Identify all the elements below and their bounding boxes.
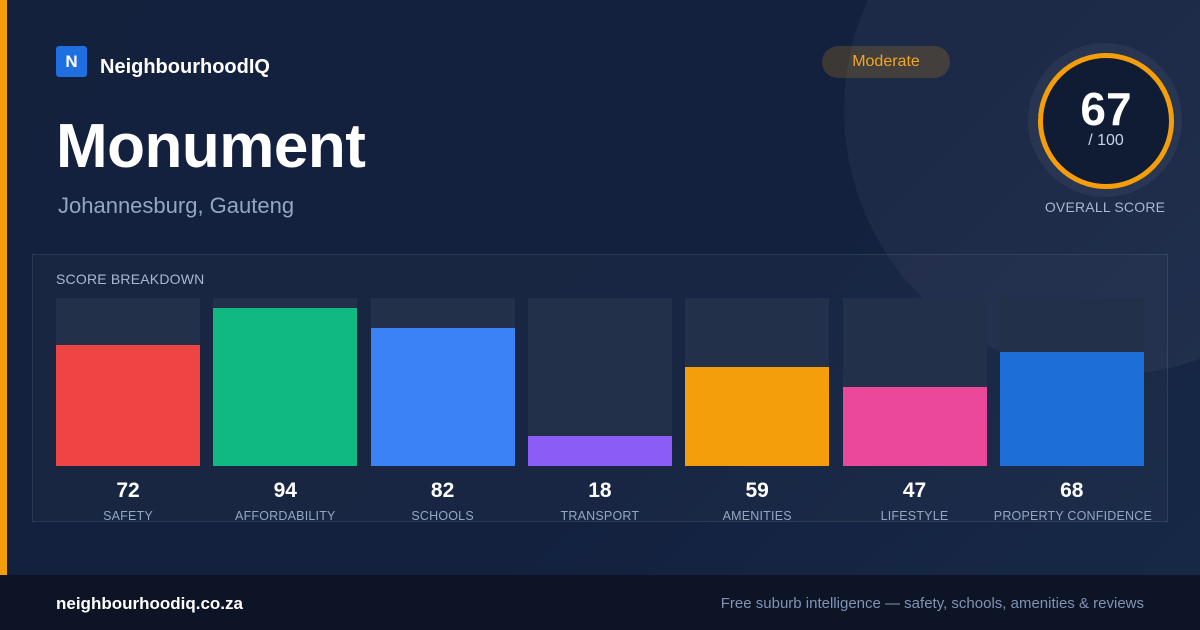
- score-bar-track: [56, 298, 200, 466]
- score-bar-track: [842, 298, 987, 466]
- score-bar-track: [370, 298, 515, 466]
- score-bar-label: LIFESTYLE: [880, 509, 949, 523]
- brand-name: NeighbourhoodIQ: [100, 56, 270, 78]
- overall-score-max: / 100: [1088, 132, 1124, 149]
- score-bar-track: [527, 298, 672, 466]
- score-bar-label: AFFORDABILITY: [235, 509, 336, 523]
- footer-tagline: Free suburb intelligence — safety, schoo…: [720, 595, 1144, 612]
- footer: neighbourhoodiq.co.za Free suburb intell…: [0, 575, 1200, 630]
- logo-icon: N: [56, 46, 87, 77]
- score-bar-track: [685, 298, 830, 466]
- score-bar-fill: [56, 345, 200, 466]
- score-bar-fill: [842, 387, 987, 466]
- score-bar-label: PROPERTY CONFIDENCE: [993, 509, 1153, 523]
- score-bar-label: AMENITIES: [722, 509, 792, 523]
- rating-badge: Moderate: [822, 46, 950, 78]
- score-bar-value: 47: [902, 479, 927, 502]
- accent-bar: [0, 0, 7, 575]
- suburb-location: Johannesburg, Gauteng: [58, 193, 295, 218]
- overall-score-label: OVERALL SCORE: [1044, 199, 1166, 215]
- score-bar-fill: [370, 328, 515, 466]
- score-bar-value: 72: [116, 479, 140, 502]
- footer-url[interactable]: neighbourhoodiq.co.za: [56, 594, 243, 613]
- suburb-title: Monument: [56, 112, 366, 181]
- score-bar-value: 59: [745, 479, 769, 502]
- score-bar-track: [213, 298, 358, 466]
- score-bar-track: [999, 298, 1144, 466]
- score-bar-value: 94: [273, 479, 297, 502]
- score-bar-label: SCHOOLS: [411, 509, 474, 523]
- share-card: N NeighbourhoodIQ Monument Johannesburg,…: [0, 0, 1200, 575]
- score-bar-fill: [213, 308, 358, 466]
- score-bar-label: TRANSPORT: [560, 509, 640, 523]
- score-bar-fill: [685, 367, 830, 466]
- score-bar-value: 82: [430, 479, 455, 502]
- score-breakdown-panel: [32, 254, 1168, 522]
- score-ring: [1038, 53, 1174, 189]
- score-bar-value: 68: [1060, 479, 1084, 502]
- score-breakdown-title: SCORE BREAKDOWN: [56, 271, 205, 287]
- score-bar-fill: [527, 436, 672, 466]
- overall-score-value: 67: [1080, 83, 1132, 135]
- score-bar-value: 18: [588, 479, 612, 502]
- score-bar-label: SAFETY: [103, 509, 153, 523]
- score-bar-fill: [999, 352, 1144, 466]
